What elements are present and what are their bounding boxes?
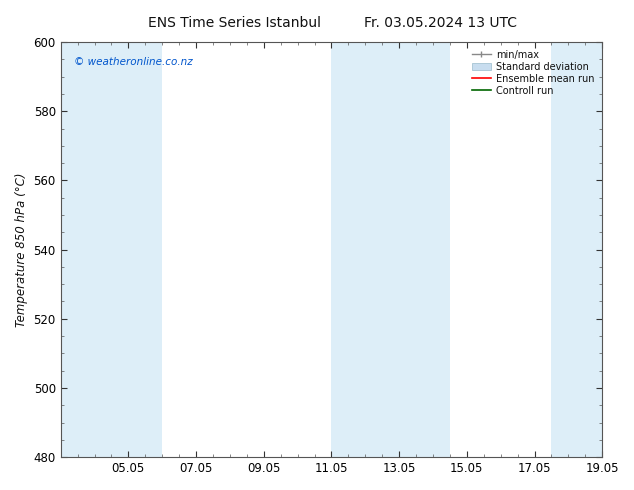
Bar (61, 42, 112, 457)
Bar (399, 42, 450, 457)
Bar (552, 42, 602, 457)
Text: © weatheronline.co.nz: © weatheronline.co.nz (74, 56, 193, 67)
Bar (332, 42, 399, 457)
Y-axis label: Temperature 850 hPa (°C): Temperature 850 hPa (°C) (15, 172, 28, 327)
Text: Fr. 03.05.2024 13 UTC: Fr. 03.05.2024 13 UTC (364, 16, 517, 30)
Bar (112, 42, 162, 457)
Text: ENS Time Series Istanbul: ENS Time Series Istanbul (148, 16, 321, 30)
Legend: min/max, Standard deviation, Ensemble mean run, Controll run: min/max, Standard deviation, Ensemble me… (469, 47, 597, 98)
